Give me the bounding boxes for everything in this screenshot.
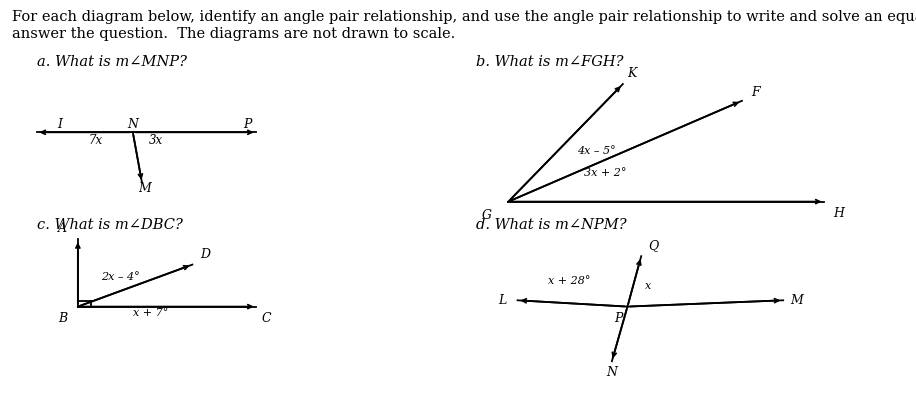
Text: N: N (127, 118, 138, 131)
Text: answer the question.  The diagrams are not drawn to scale.: answer the question. The diagrams are no… (12, 27, 455, 41)
Text: B: B (58, 312, 67, 325)
Text: M: M (791, 294, 803, 307)
Text: P: P (243, 118, 252, 131)
Text: x: x (645, 281, 651, 291)
Text: a. What is m∠MNP?: a. What is m∠MNP? (37, 55, 187, 68)
Text: H: H (834, 207, 845, 220)
Text: 3x: 3x (148, 134, 162, 147)
Text: 4x – 5°: 4x – 5° (577, 146, 616, 156)
Text: Q: Q (649, 239, 659, 252)
Text: G: G (482, 209, 492, 222)
Text: For each diagram below, identify an angle pair relationship, and use the angle p: For each diagram below, identify an angl… (12, 10, 916, 24)
Text: A: A (58, 222, 67, 235)
Text: 3x + 2°: 3x + 2° (584, 168, 627, 178)
Text: C: C (261, 312, 271, 325)
Text: 7x: 7x (89, 134, 103, 147)
Text: x + 7°: x + 7° (133, 308, 169, 318)
Text: 2x – 4°: 2x – 4° (101, 272, 139, 282)
Text: K: K (627, 67, 637, 80)
Text: c. What is m∠DBC?: c. What is m∠DBC? (37, 218, 182, 232)
Text: x + 28°: x + 28° (548, 276, 590, 286)
Text: I: I (57, 118, 62, 131)
Text: N: N (606, 366, 617, 379)
Text: F: F (751, 86, 759, 99)
Text: d. What is m∠NPM?: d. What is m∠NPM? (476, 218, 627, 232)
Text: D: D (200, 248, 210, 261)
Text: P: P (615, 312, 623, 325)
Text: b. What is m∠FGH?: b. What is m∠FGH? (476, 55, 624, 68)
Text: M: M (138, 182, 151, 194)
Text: L: L (498, 294, 507, 307)
